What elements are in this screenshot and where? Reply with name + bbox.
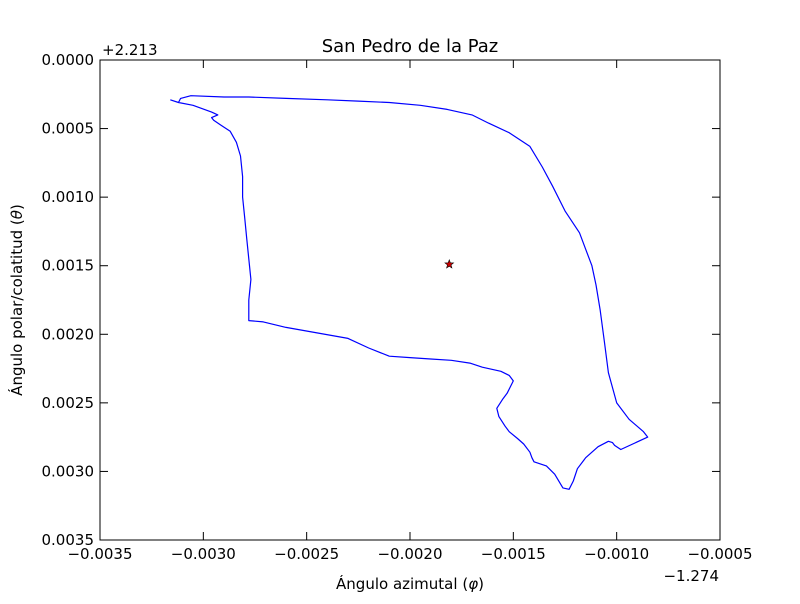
- x-offset-label: −1.274: [663, 567, 719, 585]
- y-tick-label: 0.0005: [42, 120, 95, 138]
- y-axis-label-close: ): [8, 204, 26, 210]
- x-tick-label: −0.0020: [377, 545, 442, 563]
- y-offset-label: +2.213: [102, 41, 158, 59]
- y-tick-label: 0.0015: [42, 257, 95, 275]
- y-axis-label-text: Ángulo polar/colatitud: [7, 230, 26, 396]
- series-line-boundary: [170, 95, 649, 490]
- y-tick-label: 0.0000: [42, 51, 95, 69]
- chart-title: San Pedro de la Paz: [322, 36, 499, 57]
- y-axis-label-open: (: [8, 219, 26, 225]
- x-axis-label-close: ): [478, 575, 484, 593]
- x-axis-label: Ángulo azimutal (φ): [336, 574, 484, 593]
- x-axis-label-open: (: [462, 575, 468, 593]
- x-tick-label: −0.0005: [687, 545, 752, 563]
- x-tick-label: −0.0010: [584, 545, 649, 563]
- plot-frame: [99, 59, 721, 541]
- y-tick-label: 0.0025: [42, 394, 95, 412]
- x-tick-label: −0.0015: [481, 545, 546, 563]
- y-tick-label: 0.0020: [42, 325, 95, 343]
- x-tick-label: −0.0025: [274, 545, 339, 563]
- x-tick-label: −0.0030: [171, 545, 236, 563]
- y-axis-label-symbol: θ: [8, 210, 26, 219]
- x-axis-label-symbol: φ: [468, 575, 478, 593]
- y-tick-label: 0.0030: [42, 462, 95, 480]
- data-layer: [170, 95, 649, 490]
- y-tick-label: 0.0035: [42, 531, 95, 549]
- y-tick-label: 0.0010: [42, 188, 95, 206]
- tick-layer: −0.0035 −0.0030 −0.0025 −0.0020 −0.0015 −0.00…: [42, 51, 753, 563]
- center-marker: [444, 258, 455, 269]
- y-axis-label: Ángulo polar/colatitud (θ): [7, 204, 26, 396]
- x-axis-label-text: Ángulo azimutal: [336, 574, 458, 593]
- x-tick-label: −0.0035: [67, 545, 132, 563]
